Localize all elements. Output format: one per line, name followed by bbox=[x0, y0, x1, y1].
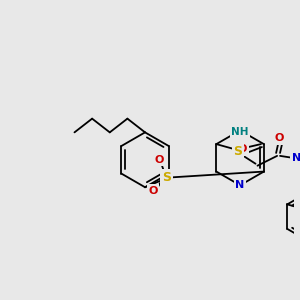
Text: NH: NH bbox=[231, 128, 249, 137]
Text: N: N bbox=[236, 180, 245, 190]
Text: O: O bbox=[148, 186, 158, 196]
Text: O: O bbox=[154, 155, 164, 165]
Text: S: S bbox=[233, 146, 242, 158]
Text: N: N bbox=[292, 153, 300, 163]
Text: O: O bbox=[274, 133, 284, 143]
Text: O: O bbox=[238, 144, 247, 154]
Text: S: S bbox=[162, 171, 171, 184]
